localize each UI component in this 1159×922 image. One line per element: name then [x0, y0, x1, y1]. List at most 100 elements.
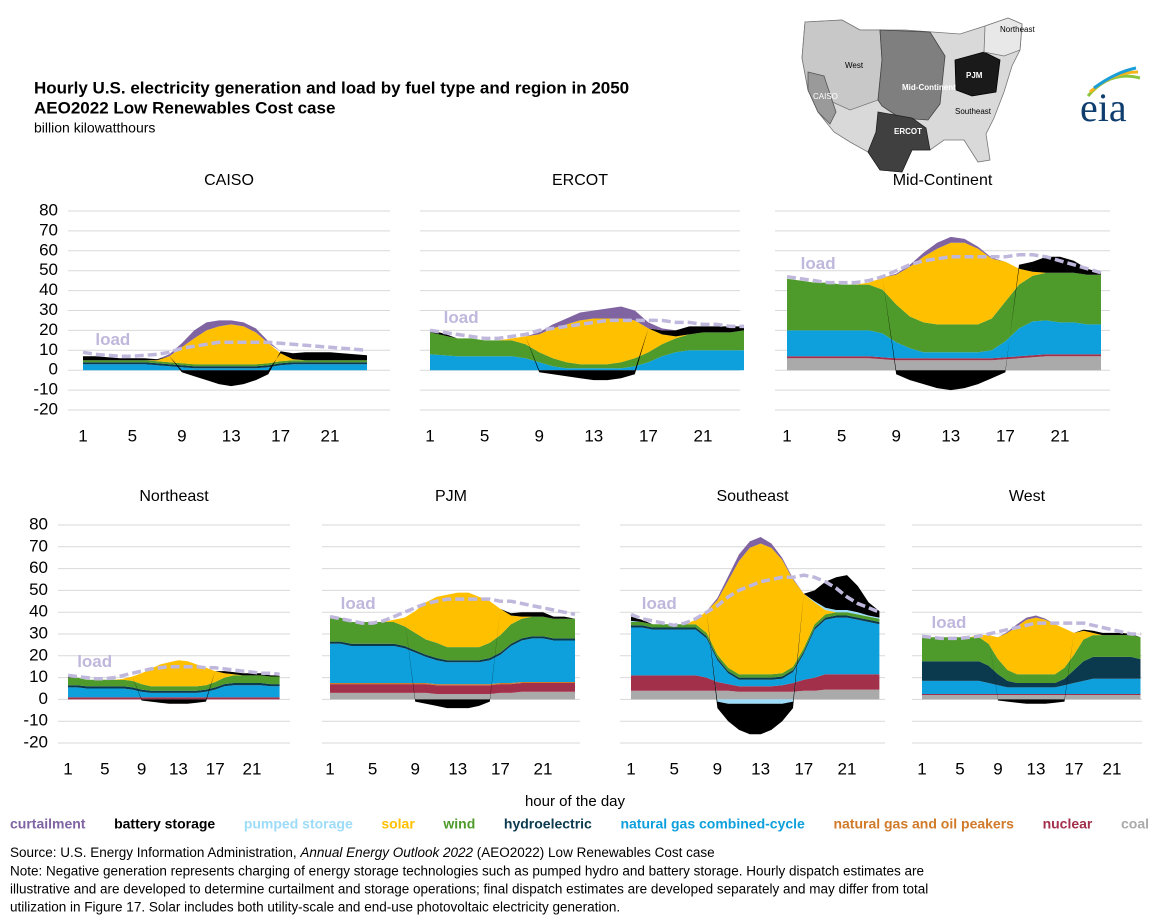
load-label: load — [341, 594, 376, 613]
x-tick-label: 9 — [410, 759, 419, 778]
y-tick-label: 30 — [29, 623, 48, 642]
panel-title: PJM — [435, 488, 467, 505]
x-tick-label: 9 — [713, 759, 722, 778]
map-label: Northeast — [1000, 25, 1035, 34]
x-tick-label: 9 — [137, 759, 146, 778]
area-hydroelectric — [68, 683, 280, 693]
legend-entry: wind — [442, 816, 475, 832]
x-tick-label: 13 — [1027, 759, 1046, 778]
x-tick-label: 9 — [534, 426, 543, 445]
load-line — [786, 253, 1102, 285]
x-tick-label: 17 — [996, 426, 1015, 445]
y-tick-label: -10 — [33, 380, 58, 399]
area-battery-storage — [631, 575, 880, 735]
area-wind — [430, 330, 744, 369]
x-tick-label: 9 — [891, 426, 900, 445]
area-solar — [330, 592, 575, 648]
y-tick-label: 20 — [39, 320, 58, 339]
x-tick-label: 13 — [222, 426, 241, 445]
region-map: Northeast West CAISO Mid-Continent PJM E… — [801, 17, 1035, 173]
area-nuclear — [922, 694, 1141, 695]
area-wind — [68, 675, 280, 691]
area-wind — [83, 360, 367, 367]
x-tick-label: 1 — [325, 759, 334, 778]
y-tick-label: 60 — [29, 558, 48, 577]
note-line: utilization in Figure 17. Solar includes… — [10, 900, 620, 915]
area-natural-gas-combined-cycle — [922, 678, 1141, 694]
x-axis-label: hour of the day — [525, 793, 626, 810]
y-tick-label: 30 — [39, 300, 58, 319]
x-tick-label: 5 — [100, 759, 109, 778]
x-tick-label: 5 — [837, 426, 846, 445]
map-ercot — [867, 111, 931, 173]
legend-entry: hydroelectric — [504, 816, 592, 832]
legend: curtailment battery storage pumped storage… — [10, 816, 1149, 832]
x-tick-label: 9 — [993, 759, 1002, 778]
map-label: West — [845, 61, 864, 70]
y-tick-label: 10 — [29, 667, 48, 686]
y-tick-label: -10 — [23, 711, 48, 730]
area-coal — [330, 691, 575, 700]
area-hydroelectric — [330, 636, 575, 663]
x-tick-label: 21 — [1051, 426, 1070, 445]
y-tick-label: 70 — [39, 220, 58, 239]
map-label: CAISO — [813, 92, 838, 101]
x-tick-label: 13 — [941, 426, 960, 445]
y-tick-label: 50 — [39, 260, 58, 279]
y-tick-label: 0 — [39, 689, 48, 708]
map-label: PJM — [966, 71, 983, 80]
source: Source: U.S. Energy Information Administ… — [10, 845, 715, 860]
area-natural-gas-combined-cycle — [68, 685, 280, 698]
load-label: load — [932, 613, 967, 632]
panel-title: West — [1009, 488, 1046, 505]
panel: PJM 1 5 9 13 17 21 load — [322, 488, 580, 778]
y-tick-label: 0 — [49, 360, 58, 379]
area-solar — [631, 543, 880, 675]
legend-entry: natural gas and oil peakers — [833, 816, 1014, 832]
x-tick-label: 17 — [491, 759, 510, 778]
map-northeast — [983, 17, 1023, 57]
y-tick-label: -20 — [23, 732, 48, 751]
load-label: load — [444, 308, 479, 327]
load-line — [67, 664, 280, 681]
area-curtailment — [430, 306, 744, 341]
legend-entry: coal — [1121, 816, 1149, 832]
y-tick-label: -20 — [33, 399, 58, 418]
x-tick-label: 17 — [1065, 759, 1084, 778]
area-coal — [631, 689, 880, 700]
x-tick-label: 17 — [794, 759, 813, 778]
x-tick-label: 13 — [448, 759, 467, 778]
legend-entry: battery storage — [114, 816, 215, 832]
legend-entry: pumped storage — [244, 816, 353, 832]
x-tick-label: 5 — [480, 426, 489, 445]
y-tick-label: 80 — [39, 200, 58, 219]
area-solar — [83, 324, 367, 365]
logo-arc — [1093, 66, 1137, 90]
area-natural-gas-combined-cycle — [430, 350, 744, 371]
x-tick-label: 21 — [534, 759, 553, 778]
x-tick-label: 5 — [128, 426, 137, 445]
area-nuclear — [68, 697, 280, 700]
area-natural-gas-combined-cycle — [787, 320, 1101, 359]
y-tick-label: 50 — [29, 580, 48, 599]
y-tick-label: 60 — [39, 240, 58, 259]
load-line — [429, 318, 744, 341]
x-tick-label: 1 — [78, 426, 87, 445]
area-coal — [787, 356, 1101, 371]
chart-title: Hourly U.S. electricity generation and l… — [34, 78, 629, 97]
legend-entry: curtailment — [10, 816, 86, 832]
area-solar — [787, 242, 1101, 325]
legend-entry: natural gas combined-cycle — [620, 816, 805, 832]
x-tick-label: 5 — [669, 759, 678, 778]
area-natural-gas-combined-cycle — [330, 638, 575, 685]
x-tick-label: 13 — [169, 759, 188, 778]
area-battery-storage — [787, 256, 1101, 391]
load-line — [630, 573, 881, 628]
y-tick-label: 40 — [39, 280, 58, 299]
area-solar — [68, 660, 280, 687]
area-nuclear — [631, 674, 880, 692]
x-tick-label: 9 — [177, 426, 186, 445]
x-tick-label: 1 — [626, 759, 635, 778]
legend-entry: solar — [381, 816, 415, 832]
